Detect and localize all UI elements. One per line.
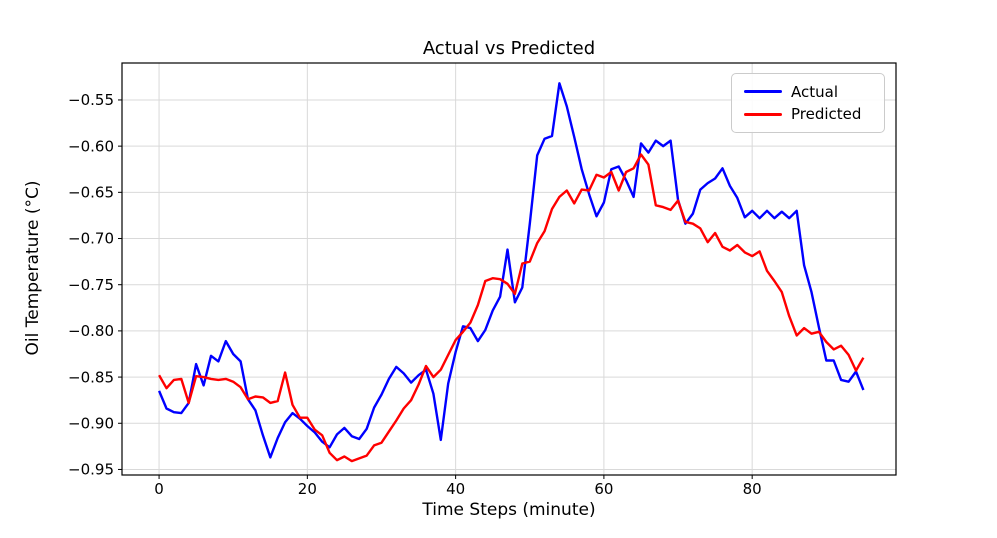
x-tick-label: 20 [298,480,317,498]
series-line-predicted [158,153,865,463]
y-tick-label: −0.75 [68,276,114,294]
legend-label-actual: Actual [791,82,838,101]
y-tick-label: −0.95 [68,461,114,479]
y-tick-label: −0.65 [68,184,114,202]
legend: Actual Predicted [731,73,885,133]
legend-item-predicted: Predicted [732,105,884,123]
x-tick-label: 40 [446,480,465,498]
y-tick-label: −0.60 [68,137,114,155]
plot-border [121,62,897,476]
y-tick-label: −0.70 [68,230,114,248]
y-tick-label: −0.55 [68,91,114,109]
x-tick-label: 60 [594,480,613,498]
legend-item-actual: Actual [732,83,884,101]
legend-label-predicted: Predicted [791,105,862,124]
x-tick-label: 0 [154,480,164,498]
y-tick-label: −0.90 [68,414,114,432]
chart-title: Actual vs Predicted [422,38,596,59]
y-axis-label: Oil Temperature (°C) [23,180,43,356]
legend-line-swatch-predicted [744,112,782,116]
y-tick-label: −0.80 [68,322,114,340]
legend-line-swatch-actual [744,90,782,94]
x-tick-label: 80 [743,480,762,498]
series-line-actual [157,82,865,459]
x-axis-label: Time Steps (minute) [422,500,596,520]
y-tick-label: −0.85 [68,368,114,386]
